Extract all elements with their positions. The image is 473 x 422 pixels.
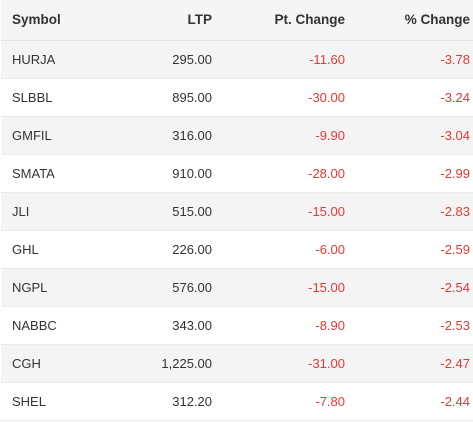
pt-change-cell: -6.00	[315, 241, 345, 257]
pt-change-cell: -28.00	[308, 165, 345, 181]
symbol-cell[interactable]: SLBBL	[12, 89, 53, 105]
table-body: HURJA 295.00 -11.60 -3.78 SLBBL 895.00 -…	[1, 40, 473, 420]
pt-change-cell: -11.60	[309, 51, 345, 67]
pt-change-cell: -8.90	[315, 317, 345, 333]
table-header-row: Symbol LTP Pt. Change % Change	[1, 0, 473, 40]
table-row[interactable]: HURJA 295.00 -11.60 -3.78	[1, 40, 473, 78]
column-header-ltp[interactable]: LTP	[187, 12, 213, 28]
table-row[interactable]: NABBC 343.00 -8.90 -2.53	[1, 306, 473, 344]
pct-change-cell: -3.24	[440, 89, 470, 105]
ltp-cell: 316.00	[172, 127, 212, 143]
ltp-cell: 295.00	[172, 51, 212, 67]
ltp-cell: 312.20	[172, 393, 212, 409]
pt-change-cell: -9.90	[315, 127, 345, 143]
ltp-cell: 1,225.00	[161, 355, 212, 371]
pct-change-cell: -2.99	[440, 165, 470, 181]
pt-change-cell: -15.00	[308, 203, 345, 219]
pct-change-cell: -2.44	[440, 393, 470, 409]
table-row[interactable]: GHL 226.00 -6.00 -2.59	[1, 230, 473, 268]
pct-change-cell: -2.59	[440, 241, 470, 257]
pt-change-cell: -15.00	[308, 279, 345, 295]
pct-change-cell: -2.53	[440, 317, 470, 333]
column-header-symbol[interactable]: Symbol	[12, 12, 61, 28]
table-row[interactable]: GMFIL 316.00 -9.90 -3.04	[1, 116, 473, 154]
column-header-pct-change[interactable]: % Change	[404, 12, 470, 28]
ltp-cell: 576.00	[172, 279, 212, 295]
ltp-cell: 515.00	[172, 203, 212, 219]
table-header: Symbol LTP Pt. Change % Change	[1, 0, 473, 40]
pct-change-cell: -2.83	[440, 203, 470, 219]
column-header-pt-change[interactable]: Pt. Change	[274, 12, 345, 28]
ltp-cell: 910.00	[172, 165, 212, 181]
pt-change-cell: -31.00	[308, 355, 345, 371]
table-row[interactable]: JLI 515.00 -15.00 -2.83	[1, 192, 473, 230]
ltp-cell: 343.00	[172, 317, 212, 333]
pct-change-cell: -3.78	[440, 51, 470, 67]
table-row[interactable]: NGPL 576.00 -15.00 -2.54	[1, 268, 473, 306]
pct-change-cell: -2.54	[440, 279, 470, 295]
table-row[interactable]: SMATA 910.00 -28.00 -2.99	[1, 154, 473, 192]
symbol-cell[interactable]: NGPL	[12, 279, 48, 295]
symbol-cell[interactable]: SMATA	[12, 165, 55, 181]
ltp-cell: 226.00	[172, 241, 212, 257]
pct-change-cell: -3.04	[440, 127, 470, 143]
symbol-cell[interactable]: NABBC	[12, 317, 57, 333]
symbol-cell[interactable]: HURJA	[12, 51, 56, 67]
pct-change-cell: -2.47	[440, 355, 470, 371]
table-row[interactable]: CGH 1,225.00 -31.00 -2.47	[1, 344, 473, 382]
pt-change-cell: -30.00	[308, 89, 345, 105]
symbol-cell[interactable]: SHEL	[12, 393, 46, 409]
ltp-cell: 895.00	[172, 89, 212, 105]
symbol-cell[interactable]: JLI	[12, 203, 30, 219]
pt-change-cell: -7.80	[315, 393, 345, 409]
symbol-cell[interactable]: CGH	[12, 355, 41, 371]
table-row[interactable]: SHEL 312.20 -7.80 -2.44	[1, 382, 473, 420]
symbol-cell[interactable]: GHL	[12, 241, 39, 257]
symbol-cell[interactable]: GMFIL	[12, 127, 52, 143]
table-row[interactable]: SLBBL 895.00 -30.00 -3.24	[1, 78, 473, 116]
